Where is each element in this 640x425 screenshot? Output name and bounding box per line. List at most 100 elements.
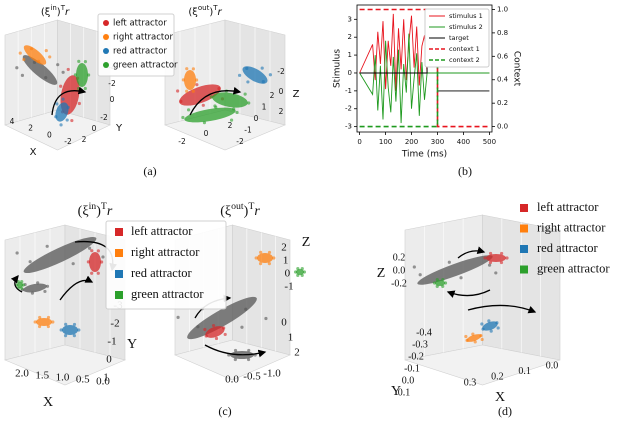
scatter-dot [264, 316, 268, 321]
scatter-dot [244, 307, 248, 311]
scatter-dot [191, 67, 195, 71]
scatter-dot [73, 73, 78, 77]
scatter-dot [181, 78, 186, 82]
point-cloud [22, 55, 58, 85]
legend: left attractor right attractor red attract… [105, 220, 227, 310]
legend-label: target [449, 34, 469, 42]
x-tick-label: 1.0 [56, 372, 70, 384]
title-part: ) [57, 7, 61, 18]
scatter-dot [86, 260, 91, 264]
title-part: out [231, 201, 244, 212]
x-axis-label: Time (ms) [401, 150, 447, 160]
y2-tick-label: 0.0 [497, 123, 508, 131]
title-part: out [198, 4, 210, 12]
scatter-dot [300, 273, 304, 277]
legend-label: right attractor [113, 33, 173, 43]
scatter-dot [90, 249, 94, 253]
scatter-dot [176, 315, 180, 319]
scatter-dot [435, 284, 439, 288]
y-tick-label: 1 [262, 103, 267, 112]
scatter-dot [15, 251, 19, 255]
x-tick-label: 0.3 [464, 377, 477, 388]
x-tick-label: -2 [178, 137, 186, 146]
z-tick-label: -2 [108, 79, 116, 88]
axis-pane [4, 344, 126, 386]
scatter-dot [32, 60, 37, 65]
x-axis-label: X [495, 390, 505, 405]
point-cloud [482, 321, 498, 331]
scatter-dot [30, 291, 35, 295]
point-cloud [89, 252, 101, 272]
y-tick-label: -0.2 [408, 351, 424, 362]
scatter-dot [500, 251, 504, 256]
panel-caption: (a) [143, 164, 156, 178]
scatter-dot [488, 260, 493, 265]
scatter-dot [247, 348, 251, 353]
legend-label: green attractor [131, 287, 204, 301]
scatter-dot [489, 251, 493, 256]
scatter-dot [59, 123, 63, 127]
x-tick-label: 0.0 [225, 374, 239, 386]
x-tick-label: 200 [405, 138, 418, 146]
title-part: in [50, 4, 56, 12]
scatter-dot [441, 284, 445, 288]
x-tick-label: 0.0 [546, 360, 559, 371]
scatter-dot [441, 278, 445, 282]
z-tick-label: 1 [283, 255, 289, 267]
flow-arrow [467, 304, 537, 314]
scatter-dot [29, 47, 34, 51]
point-cloud [23, 236, 97, 274]
scatter-dot [15, 66, 19, 70]
y-tick-label: 0 [106, 354, 112, 366]
scatter-dot [77, 86, 81, 91]
point-cloud [184, 107, 236, 123]
scatter-dot [22, 57, 26, 62]
legend-marker [520, 224, 528, 233]
scatter-dot [296, 273, 300, 277]
y-tick-label: 2 [294, 347, 300, 359]
x-tick-label: 500 [483, 138, 496, 146]
point-cloud [257, 253, 273, 263]
legend-marker [115, 249, 123, 257]
x-axis-label: X [30, 147, 37, 158]
scatter-dot [20, 286, 24, 290]
point-cloud [62, 325, 78, 335]
title-part: (ξ [78, 204, 89, 219]
y-tick-label: -2 [110, 318, 119, 330]
scatter-dot [489, 329, 493, 333]
scatter-dot [267, 262, 271, 266]
scatter-dot [38, 315, 42, 320]
title-part: ) [96, 204, 101, 219]
scatter-dot [481, 327, 485, 331]
scatter-dot [432, 281, 437, 285]
legend-label: green attractor [537, 261, 610, 275]
scatter-dot [418, 273, 422, 277]
scatter-dot [45, 284, 50, 288]
scatter-dot [65, 118, 69, 122]
scatter-dot [70, 118, 74, 123]
point-cloud [435, 280, 445, 286]
x-tick-label: 0 [357, 138, 361, 146]
point-cloud [205, 326, 225, 338]
series-line [359, 13, 490, 91]
scatter-dot [196, 325, 200, 329]
legend: left attractor right attractor red attract… [97, 13, 178, 77]
scatter-dot [64, 322, 68, 326]
scatter-dot [59, 328, 63, 332]
legend-marker [103, 62, 109, 68]
z-tick-label: -0.2 [391, 278, 407, 289]
scatter-dot [96, 271, 100, 275]
flow-arrow [10, 274, 23, 293]
x-axis-label: X [43, 395, 53, 410]
scatter-dot [483, 256, 487, 260]
flow-arrow [51, 86, 87, 116]
scatter-dot [235, 110, 239, 115]
point-cloud [296, 269, 304, 275]
scatter-dot [435, 278, 439, 282]
point-cloud [466, 334, 482, 342]
y2-tick-label: 1.0 [497, 5, 508, 13]
scatter-dot [18, 51, 22, 55]
legend-marker [103, 20, 109, 26]
point-cloud [417, 255, 493, 285]
flow-arrow [446, 289, 491, 298]
